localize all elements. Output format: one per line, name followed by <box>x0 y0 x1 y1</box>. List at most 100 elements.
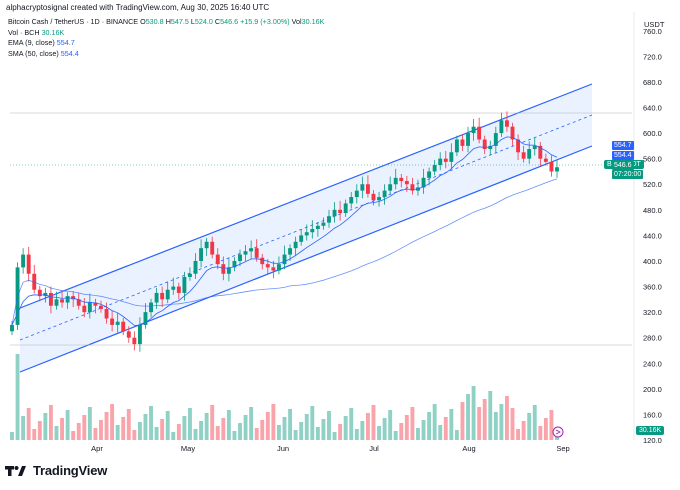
candle[interactable] <box>382 190 387 198</box>
candle[interactable] <box>99 305 103 309</box>
candle[interactable] <box>121 321 126 332</box>
candle[interactable] <box>204 241 209 249</box>
candle[interactable] <box>249 248 254 252</box>
candle[interactable] <box>393 177 398 185</box>
candle[interactable] <box>171 286 176 290</box>
candle[interactable] <box>193 260 198 274</box>
candle[interactable] <box>188 273 192 277</box>
candle[interactable] <box>104 308 109 319</box>
candle[interactable] <box>410 184 415 191</box>
candle[interactable] <box>332 209 337 217</box>
candle[interactable] <box>360 184 365 191</box>
candle[interactable] <box>321 222 326 226</box>
symbol-row[interactable]: Bitcoin Cash / TetherUS · 1D · BINANCE O… <box>8 17 325 26</box>
candle[interactable] <box>265 264 270 268</box>
sma-indicator-row[interactable]: SMA (50, close) 554.4 <box>8 48 79 58</box>
candle[interactable] <box>338 209 343 214</box>
candle[interactable] <box>160 292 165 300</box>
candle[interactable] <box>110 318 115 325</box>
candle[interactable] <box>493 133 498 146</box>
candle[interactable] <box>527 149 532 159</box>
candle[interactable] <box>126 331 131 338</box>
candle[interactable] <box>165 289 170 300</box>
candle[interactable] <box>354 190 359 198</box>
candle[interactable] <box>482 139 487 150</box>
candle[interactable] <box>443 158 448 162</box>
candle[interactable] <box>438 158 443 166</box>
candle[interactable] <box>315 225 320 229</box>
candle[interactable] <box>154 292 159 303</box>
candle[interactable] <box>137 324 142 345</box>
candle[interactable] <box>377 197 381 201</box>
candle[interactable] <box>71 296 76 300</box>
candle[interactable] <box>310 229 315 233</box>
candle[interactable] <box>538 145 543 159</box>
volume-indicator-row[interactable]: Vol · BCH 30.16K <box>8 27 65 37</box>
candle[interactable] <box>254 248 259 258</box>
candle[interactable] <box>499 120 504 134</box>
candle[interactable] <box>260 257 265 265</box>
candle[interactable] <box>149 302 153 313</box>
candle[interactable] <box>238 254 242 261</box>
candle[interactable] <box>182 276 187 293</box>
candle[interactable] <box>466 133 470 146</box>
candle[interactable] <box>54 299 59 306</box>
symbol-title[interactable]: Bitcoin Cash / TetherUS · 1D · BINANCE <box>8 17 139 26</box>
candle[interactable] <box>404 181 409 185</box>
replay-icon[interactable] <box>552 426 564 438</box>
candle[interactable] <box>176 286 181 293</box>
candle[interactable] <box>505 120 509 127</box>
candle[interactable] <box>215 254 220 265</box>
candle[interactable] <box>10 324 14 332</box>
candle[interactable] <box>288 248 293 255</box>
candle[interactable] <box>555 167 559 172</box>
candle[interactable] <box>143 312 148 325</box>
candle[interactable] <box>293 241 298 249</box>
candle[interactable] <box>460 139 465 146</box>
candle[interactable] <box>232 260 237 268</box>
candle[interactable] <box>399 177 404 182</box>
candle[interactable] <box>349 197 354 204</box>
candle[interactable] <box>199 248 204 261</box>
candle[interactable] <box>48 292 53 306</box>
candle[interactable] <box>421 177 426 188</box>
candle[interactable] <box>221 264 226 274</box>
candle[interactable] <box>87 302 92 313</box>
candle[interactable] <box>271 267 276 271</box>
candle[interactable] <box>449 152 454 162</box>
ema-indicator-row[interactable]: EMA (9, close) 554.7 <box>8 38 75 48</box>
candle[interactable] <box>76 299 81 306</box>
candle[interactable] <box>299 235 304 242</box>
candle[interactable] <box>327 216 331 223</box>
candle[interactable] <box>549 161 554 172</box>
candle[interactable] <box>471 126 476 134</box>
candle[interactable] <box>226 267 231 274</box>
candle[interactable] <box>532 145 537 150</box>
candle[interactable] <box>93 302 98 306</box>
candle[interactable] <box>243 251 248 255</box>
candle[interactable] <box>510 126 515 140</box>
tradingview-logo[interactable]: TradingView <box>5 463 107 478</box>
candle[interactable] <box>427 171 432 178</box>
candle[interactable] <box>276 264 281 271</box>
candle[interactable] <box>516 139 521 153</box>
candle[interactable] <box>282 254 287 265</box>
candle[interactable] <box>388 184 393 191</box>
candle[interactable] <box>115 321 120 325</box>
candle[interactable] <box>543 158 548 162</box>
candle[interactable] <box>210 241 215 255</box>
candle[interactable] <box>21 254 26 268</box>
candle[interactable] <box>521 152 526 159</box>
candle[interactable] <box>454 139 459 153</box>
candle[interactable] <box>37 289 42 297</box>
candle[interactable] <box>477 126 482 140</box>
candle[interactable] <box>365 184 370 194</box>
candle[interactable] <box>132 337 137 345</box>
candle[interactable] <box>488 145 493 150</box>
candle[interactable] <box>432 165 437 172</box>
candle[interactable] <box>371 193 376 201</box>
candle[interactable] <box>82 305 87 313</box>
candle[interactable] <box>304 232 309 236</box>
candle[interactable] <box>65 296 70 303</box>
